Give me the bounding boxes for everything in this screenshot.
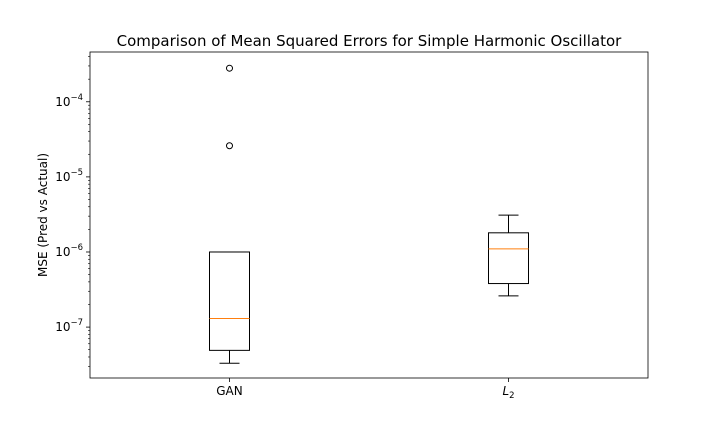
box-series-1 bbox=[488, 214, 529, 297]
y-tick-label: 10−6 bbox=[55, 243, 83, 259]
outlier-point bbox=[226, 142, 233, 150]
x-tick-label: GAN bbox=[216, 384, 242, 398]
chart-title: Comparison of Mean Squared Errors for Si… bbox=[117, 32, 623, 50]
outlier-point bbox=[226, 64, 233, 72]
y-tick-label: 10−5 bbox=[55, 168, 83, 184]
plot-area: 10−7 10−6 10−5 10−4 GAN L2 bbox=[55, 51, 649, 401]
box-iqr bbox=[488, 232, 529, 285]
y-tick-label: 10−7 bbox=[55, 318, 83, 334]
x-tick-label: L2 bbox=[502, 384, 514, 401]
box-iqr bbox=[209, 251, 250, 351]
y-tick-label: 10−4 bbox=[55, 93, 83, 109]
y-axis-label: MSE (Pred vs Actual) bbox=[36, 153, 50, 277]
plot-frame bbox=[89, 51, 649, 379]
box-series-0 bbox=[209, 64, 250, 364]
